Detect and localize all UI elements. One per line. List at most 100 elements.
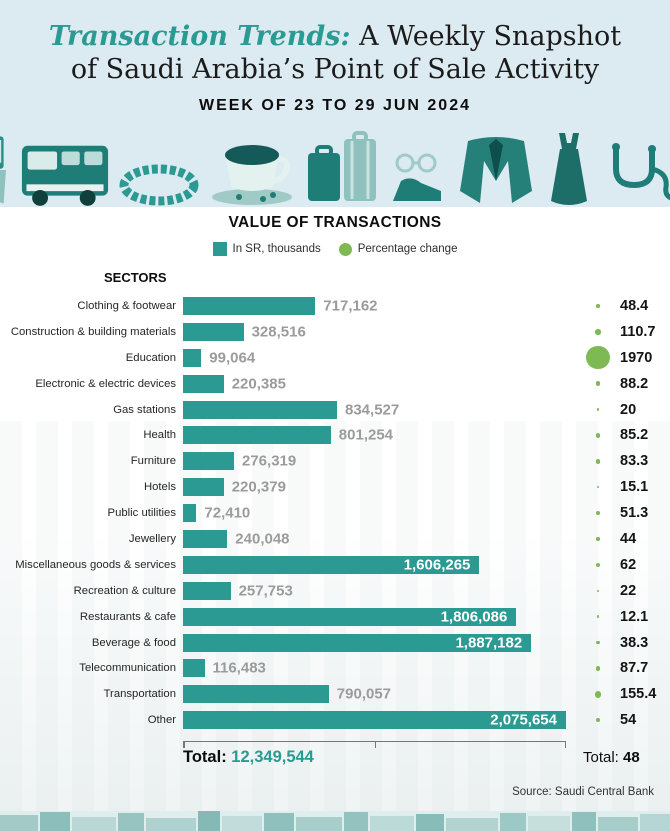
sector-label: Beverage & food <box>91 636 176 649</box>
pct-dot-icon <box>594 691 602 698</box>
jacket-icon <box>456 133 536 207</box>
sector-row: Miscellaneous goods & services 1,606,265 6… <box>0 552 670 578</box>
value-bar <box>183 296 316 315</box>
value-label: 257,753 <box>238 582 293 600</box>
pct-label: 38.3 <box>620 634 649 651</box>
sector-row: Health 801,254 85.2 <box>0 422 670 448</box>
pct-label: 110.7 <box>620 323 656 340</box>
pct-dot-icon <box>596 408 600 411</box>
sector-row: Electronic & electric devices 220,385 88.2 <box>0 371 670 397</box>
pct-label: 62 <box>620 556 637 573</box>
value-label: 834,527 <box>345 401 400 418</box>
legend-item-value: In SR, thousands <box>212 242 321 256</box>
legend-pct-label: Percentage change <box>357 243 458 255</box>
pct-dot-icon <box>595 381 601 387</box>
category-icons <box>0 129 670 207</box>
pct-dot-icon <box>595 562 601 567</box>
pct-label: 155.4 <box>620 686 657 703</box>
pct-dot-icon <box>596 537 600 541</box>
pct-label: 88.2 <box>620 375 649 392</box>
total-value: Total: 12,349,544 <box>183 748 314 767</box>
sector-label: Health <box>143 429 176 442</box>
pct-dot-cell <box>576 329 620 335</box>
shoes-icon <box>387 151 449 207</box>
value-bar <box>183 426 331 445</box>
week-subtitle: WEEK OF 23 TO 29 JUN 2024 <box>198 97 471 114</box>
pct-dot-cell <box>576 408 620 411</box>
pct-dot-cell <box>576 346 620 370</box>
pct-dot-icon <box>595 433 601 438</box>
sector-label: Hotels <box>143 481 176 494</box>
bar-area: 220,379 <box>183 478 576 497</box>
bar-area: 116,483 <box>183 659 576 678</box>
legend-value-label: In SR, thousands <box>232 243 321 255</box>
value-label: 717,162 <box>323 297 378 315</box>
bar-chart: Clothing & footwear 717,162 48.4 Constructi… <box>0 293 670 733</box>
pct-label: 51.3 <box>620 505 649 522</box>
value-label: 240,048 <box>235 530 290 548</box>
sector-label: Restaurants & cafe <box>79 610 176 623</box>
sector-row: Education 99,064 1970 <box>0 345 670 371</box>
bar-area: 328,516 <box>183 322 576 341</box>
sector-label: Furniture <box>130 455 176 468</box>
sector-label: Jewellery <box>128 532 176 545</box>
pct-dot-icon <box>596 718 600 723</box>
value-label: 72,410 <box>204 504 251 522</box>
title-line2: of Saudi Arabia’s Point of Sale Activity <box>70 54 600 85</box>
sector-label: Other <box>147 714 176 727</box>
pct-dot-cell <box>576 718 620 723</box>
value-label: 220,379 <box>231 478 286 496</box>
value-label: 276,319 <box>242 452 297 470</box>
value-label: 328,516 <box>251 323 306 341</box>
value-label: 1,606,265 <box>403 556 471 574</box>
value-bar <box>183 504 197 523</box>
bar-area: 240,048 <box>183 529 576 548</box>
sector-label: Construction & building materials <box>10 325 176 338</box>
pct-dot-cell <box>576 615 620 618</box>
bar-area: 801,254 <box>183 426 576 445</box>
sector-label: Recreation & culture <box>73 584 176 597</box>
pct-dot-icon <box>595 329 601 335</box>
bracelet-icon <box>118 163 200 207</box>
value-bar <box>183 348 202 367</box>
value-label: 99,064 <box>209 349 256 367</box>
value-bar <box>183 400 337 419</box>
pct-dot-cell <box>576 511 620 515</box>
value-bar <box>183 555 480 574</box>
pct-label: 22 <box>620 582 637 599</box>
bar-area: 834,527 <box>183 400 576 419</box>
total-pct-prefix: Total: <box>583 749 619 766</box>
title-rest: A Weekly Snapshot <box>350 21 622 52</box>
pct-label: 85.2 <box>620 427 649 444</box>
sector-row: Other 2,075,654 54 <box>0 707 670 733</box>
value-label: 790,057 <box>336 685 392 703</box>
pct-swatch-icon <box>338 242 352 256</box>
bar-area: 99,064 <box>183 348 576 367</box>
bar-area: 72,410 <box>183 504 576 523</box>
pct-label: 87.7 <box>620 660 649 677</box>
sector-row: Beverage & food 1,887,182 38.3 <box>0 630 670 656</box>
pct-dot-cell <box>576 458 620 464</box>
total-pct-number: 48 <box>623 749 640 766</box>
bar-area: 790,057 <box>183 685 576 704</box>
sector-row: Telecommunication 116,483 87.7 <box>0 655 670 681</box>
pct-label: 44 <box>620 530 637 547</box>
pct-label: 12.1 <box>620 608 649 625</box>
sector-label: Miscellaneous goods & services <box>15 558 176 571</box>
value-bar <box>183 711 566 730</box>
x-axis <box>183 741 566 748</box>
sector-row: Construction & building materials 328,516… <box>0 319 670 345</box>
source-credit: Source: Saudi Central Bank <box>512 786 654 798</box>
pct-dot-icon <box>595 665 601 671</box>
sector-row: Public utilities 72,410 51.3 <box>0 500 670 526</box>
axis-tick <box>564 742 566 748</box>
pct-dot-icon <box>595 458 601 464</box>
pct-dot-icon <box>586 346 610 370</box>
value-bar <box>183 607 517 626</box>
value-bar <box>183 322 244 341</box>
sector-label: Public utilities <box>107 507 176 520</box>
pct-dot-icon <box>596 485 600 489</box>
value-label: 1,806,086 <box>440 608 508 626</box>
value-bar <box>183 452 234 471</box>
pct-dot-cell <box>576 691 620 698</box>
